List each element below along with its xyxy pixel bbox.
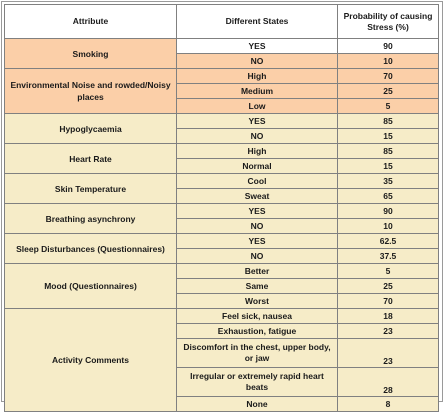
attribute-cell: Breathing asynchrony	[4, 203, 177, 234]
probability-cell: 70	[337, 293, 439, 309]
probability-cell: 25	[337, 83, 439, 99]
state-cell: YES	[176, 113, 338, 129]
attribute-cell: Mood (Questionnaires)	[4, 263, 177, 309]
probability-cell: 5	[337, 263, 439, 279]
probability-cell: 8	[337, 396, 439, 412]
state-cell: Exhaustion, fatigue	[176, 323, 338, 339]
state-cell: Discomfort in the chest, upper body, or …	[176, 338, 338, 368]
table-row: Worst 70	[5, 293, 439, 309]
attribute-cell: Environmental Noise and rowded/Noisy pla…	[4, 68, 177, 114]
table-row: Activity Comments Feel sick, nausea 18	[4, 308, 439, 412]
state-cell: NO	[176, 53, 338, 69]
state-cell: Normal	[176, 158, 338, 174]
probability-cell: 23	[337, 338, 439, 368]
state-cell: Better	[176, 263, 338, 279]
table-row: Exhaustion, fatigue 23	[5, 323, 439, 339]
attribute-cell: Sleep Disturbances (Questionnaires)	[4, 233, 177, 264]
probability-cell: 90	[337, 203, 439, 219]
state-cell: High	[176, 143, 338, 159]
probability-cell: 10	[337, 53, 439, 69]
probability-cell: 5	[337, 98, 439, 114]
state-cell: Medium	[176, 83, 338, 99]
table-row: Environmental Noise and rowded/Noisy pla…	[4, 68, 439, 114]
state-cell: Same	[176, 278, 338, 294]
table-row: NO 10	[5, 218, 439, 234]
state-cell: Worst	[176, 293, 338, 309]
state-cell: YES	[176, 203, 338, 219]
probability-cell: 65	[337, 188, 439, 204]
probability-cell: 85	[337, 143, 439, 159]
table-row: NO 10	[5, 53, 439, 69]
stress-probability-table: Attribute Different States Probability o…	[4, 4, 439, 412]
table-row: Breathing asynchrony YES 90	[4, 203, 439, 234]
attribute-cell: Hypoglycaemia	[4, 113, 177, 144]
attribute-cell: Activity Comments	[4, 308, 177, 412]
state-cell: Feel sick, nausea	[176, 308, 338, 324]
probability-cell: 10	[337, 218, 439, 234]
state-cell: YES	[176, 38, 338, 54]
state-cell: Sweat	[176, 188, 338, 204]
header-states: Different States	[176, 4, 338, 39]
table-row: Smoking YES 90	[4, 38, 439, 69]
probability-cell: 15	[337, 158, 439, 174]
table-row: Normal 15	[5, 158, 439, 174]
state-cell: Irregular or extremely rapid heart beats	[176, 367, 338, 397]
table-row: Sleep Disturbances (Questionnaires) YES …	[4, 233, 439, 264]
table-row: Hypoglycaemia YES 85	[4, 113, 439, 144]
probability-cell: 15	[337, 128, 439, 144]
state-cell: YES	[176, 233, 338, 249]
probability-cell: 90	[337, 38, 439, 54]
table-row: Irregular or extremely rapid heart beats…	[5, 367, 439, 397]
state-cell: Cool	[176, 173, 338, 189]
probability-cell: 28	[337, 367, 439, 397]
state-cell: NO	[176, 128, 338, 144]
table-row: Same 25	[5, 278, 439, 294]
probability-cell: 85	[337, 113, 439, 129]
attribute-cell: Heart Rate	[4, 143, 177, 174]
table-row: Sweat 65	[5, 188, 439, 204]
attribute-cell: Skin Temperature	[4, 173, 177, 204]
state-cell: None	[176, 396, 338, 412]
table-row: NO 37.5	[5, 248, 439, 264]
header-probability: Probability of causing Stress (%)	[337, 4, 439, 39]
attribute-cell: Smoking	[4, 38, 177, 69]
header-row: Attribute Different States Probability o…	[4, 4, 439, 39]
probability-cell: 23	[337, 323, 439, 339]
probability-cell: 25	[337, 278, 439, 294]
table-row: Mood (Questionnaires) Better 5	[4, 263, 439, 309]
probability-cell: 70	[337, 68, 439, 84]
state-cell: Low	[176, 98, 338, 114]
table-row: Skin Temperature Cool 35	[4, 173, 439, 204]
probability-cell: 37.5	[337, 248, 439, 264]
header-attribute: Attribute	[4, 4, 177, 39]
state-cell: NO	[176, 218, 338, 234]
probability-cell: 18	[337, 308, 439, 324]
state-cell: High	[176, 68, 338, 84]
state-cell: NO	[176, 248, 338, 264]
table-row: Heart Rate High 85	[4, 143, 439, 174]
probability-cell: 62.5	[337, 233, 439, 249]
probability-cell: 35	[337, 173, 439, 189]
